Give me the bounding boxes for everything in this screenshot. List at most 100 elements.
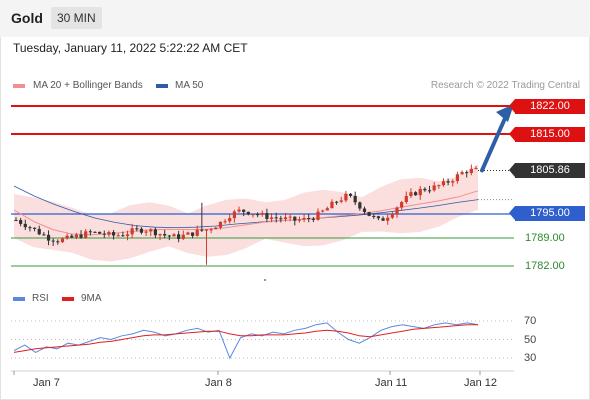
candle-body — [362, 208, 367, 212]
candle-body — [163, 234, 167, 236]
candle-body — [256, 214, 260, 216]
candle-body — [51, 240, 55, 242]
candle-body — [107, 232, 111, 235]
candle-body — [307, 218, 311, 220]
rsi-tick-30: 30 — [524, 352, 537, 364]
candle-body — [418, 188, 422, 196]
candle-body — [265, 213, 269, 219]
candle-body — [125, 234, 130, 237]
candle-body — [404, 196, 408, 203]
bollinger-band — [14, 164, 478, 262]
candle-body — [200, 229, 204, 231]
candle-body — [135, 228, 139, 230]
level-label-last: 1805.86 — [509, 163, 585, 178]
candle-body — [28, 227, 32, 229]
candle-body — [395, 207, 399, 215]
candle-body — [437, 185, 441, 187]
x-label-jan12: Jan 12 — [464, 377, 498, 389]
candle-body — [297, 219, 302, 221]
candle-body — [237, 209, 241, 212]
candle-body — [344, 193, 348, 201]
rsi-ma-line — [13, 324, 478, 353]
candle-body — [56, 241, 60, 243]
candle-body — [139, 228, 144, 233]
candle-body — [93, 231, 97, 233]
candle-body — [353, 195, 357, 203]
candle-body — [455, 174, 460, 182]
rsi-legend-swatch — [13, 297, 25, 301]
ma50-legend-label: MA 50 — [175, 80, 204, 91]
candle-body — [37, 228, 41, 235]
candle-body — [288, 216, 292, 218]
candle-body — [460, 172, 464, 175]
candle-body — [381, 218, 385, 221]
header-bar: Gold 30 MIN — [0, 0, 590, 37]
candle-body — [446, 181, 450, 183]
level-label-pivot: 1795.00 — [509, 206, 585, 221]
candle-body — [23, 223, 27, 228]
candle-body — [186, 232, 190, 235]
x-label-jan8: Jan 8 — [205, 377, 232, 389]
candle-body — [321, 210, 325, 212]
candle-body — [172, 234, 176, 237]
candle-body — [144, 231, 148, 233]
candle-body — [348, 193, 353, 196]
candle-body — [409, 192, 413, 197]
credit-text: Research © 2022 Trading Central — [430, 80, 580, 91]
candle-body — [246, 211, 250, 215]
timestamp: Tuesday, January 11, 2022 5:22:22 AM CET — [13, 41, 248, 55]
candle-body — [423, 188, 427, 191]
candle-body — [251, 214, 255, 216]
candle-body — [413, 192, 418, 196]
candle-body — [242, 209, 246, 212]
candle-body — [98, 231, 102, 234]
candle-body — [232, 211, 236, 219]
x-label-jan11: Jan 11 — [375, 377, 408, 389]
level-label-s1: 1789.00 — [525, 232, 565, 244]
candle-body — [376, 216, 381, 219]
candle-body — [111, 232, 116, 236]
candle-body — [400, 202, 404, 208]
candle-body — [149, 229, 153, 232]
candle-body — [427, 190, 432, 192]
candle-body — [474, 168, 478, 170]
candle-body — [279, 218, 283, 220]
timeframe-badge[interactable]: 30 MIN — [51, 7, 102, 29]
candle-body — [88, 231, 92, 233]
candle-body — [358, 202, 362, 209]
candle-body — [223, 221, 227, 223]
ma50-line — [13, 185, 479, 229]
rsi-line — [13, 322, 479, 360]
level-label-r2: 1822.00 — [509, 99, 585, 114]
rsi-tick-50: 50 — [524, 334, 537, 346]
rsi-tick-70: 70 — [524, 315, 537, 327]
candle-body — [74, 234, 79, 238]
candle-body — [372, 215, 376, 217]
candle-body — [274, 217, 278, 219]
candle-body — [386, 217, 390, 221]
candle-body — [14, 220, 18, 221]
level-label-s2: 1782.00 — [525, 260, 565, 272]
candle-body — [218, 221, 223, 228]
candle-body — [325, 208, 329, 211]
x-label-jan7: Jan 7 — [33, 377, 60, 389]
candle-body — [102, 233, 106, 235]
candle-body — [283, 217, 288, 220]
ma50-legend-swatch — [156, 84, 168, 88]
rsi-ma-legend-label: 9MA — [81, 293, 102, 304]
candle-body — [32, 227, 37, 229]
marker-dot — [264, 279, 266, 281]
rsi-ma-legend-swatch — [62, 297, 74, 301]
candle-body — [311, 218, 315, 220]
candle-body — [121, 235, 125, 237]
candle-body — [269, 217, 274, 219]
projection-arrow — [480, 114, 508, 173]
candle-body — [293, 216, 297, 221]
candle-body — [158, 234, 162, 236]
candle-body — [65, 235, 69, 239]
candle-body — [432, 185, 436, 191]
candle-body — [130, 228, 134, 235]
candle-body — [390, 214, 394, 218]
candle-body — [330, 201, 334, 209]
